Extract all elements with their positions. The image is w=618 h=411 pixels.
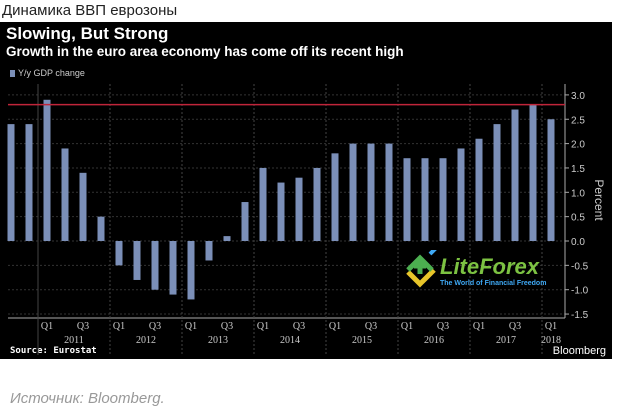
quarter-label: Q3: [509, 321, 521, 332]
chart-title: Slowing, But Strong: [6, 24, 169, 43]
bar-2014-Q3: [295, 177, 303, 241]
bar-2014-Q1: [259, 167, 267, 241]
quarter-label: Q1: [257, 321, 269, 332]
year-label: 2014: [280, 335, 300, 346]
bar-2010-Q3: [7, 124, 15, 241]
bar-2014-Q4: [313, 167, 321, 241]
bar-2015-Q3: [367, 143, 375, 241]
bar-2012-Q4: [169, 241, 177, 295]
logo-tagline: The World of Financial Freedom: [440, 279, 547, 287]
logo-text: LiteForex: [440, 253, 540, 279]
bar-2015-Q2: [349, 143, 357, 241]
quarter-label: Q3: [77, 321, 89, 332]
year-label: 2013: [208, 335, 228, 346]
bar-2015-Q4: [385, 143, 393, 241]
y-axis-label: Percent: [592, 179, 606, 221]
bar-2012-Q1: [115, 241, 123, 266]
year-label: 2017: [496, 335, 516, 346]
y-tick-label: 3.0: [571, 91, 585, 102]
bar-2016-Q4: [457, 148, 465, 241]
bar-2016-Q3: [439, 158, 447, 241]
y-tick-label: 1.5: [571, 164, 585, 175]
bar-2013-Q2: [205, 241, 213, 261]
chart-subtitle: Growth in the euro area economy has come…: [6, 44, 404, 59]
bar-2011-Q2: [61, 148, 69, 241]
bar-2017-Q3: [511, 109, 519, 241]
quarter-label: Q3: [437, 321, 449, 332]
bar-2012-Q2: [133, 241, 141, 280]
year-label: 2015: [352, 335, 372, 346]
quarter-label: Q1: [545, 321, 557, 332]
quarter-label: Q3: [221, 321, 233, 332]
year-label: 2018: [541, 335, 561, 346]
quarter-label: Q1: [473, 321, 485, 332]
bar-2010-Q4: [25, 124, 33, 241]
quarter-label: Q3: [293, 321, 305, 332]
bar-2014-Q2: [277, 182, 285, 241]
bar-2016-Q2: [421, 158, 429, 241]
bar-2013-Q4: [241, 202, 249, 241]
bar-2013-Q1: [187, 241, 195, 300]
y-tick-label: -1.5: [571, 310, 589, 321]
watermark-logo: LiteForex The World of Financial Freedom: [404, 250, 546, 290]
bar-2011-Q1: [43, 99, 51, 242]
caption: Источник: Bloomberg.: [10, 390, 165, 407]
bar-2015-Q1: [331, 153, 339, 241]
y-tick-label: -0.5: [571, 261, 589, 272]
bar-2016-Q1: [403, 158, 411, 241]
quarter-label: Q1: [41, 321, 53, 332]
legend-label: Y/y GDP change: [18, 68, 85, 78]
year-label: 2012: [136, 335, 156, 346]
bar-2017-Q4: [529, 104, 537, 241]
quarter-label: Q3: [149, 321, 161, 332]
chart-panel: Slowing, But Strong Growth in the euro a…: [0, 22, 612, 359]
bar-2011-Q4: [97, 216, 105, 241]
bar-2017-Q1: [475, 138, 483, 241]
quarter-label: Q1: [401, 321, 413, 332]
y-tick-label: 2.5: [571, 115, 585, 126]
bar-2011-Q3: [79, 172, 87, 241]
quarter-label: Q3: [365, 321, 377, 332]
legend-swatch: [10, 69, 15, 77]
year-label: 2016: [424, 335, 444, 346]
quarter-label: Q1: [113, 321, 125, 332]
bar-2012-Q3: [151, 241, 159, 290]
brand-label: Bloomberg: [552, 345, 606, 357]
bar-2013-Q3: [223, 236, 231, 241]
logo-icon: [406, 250, 437, 288]
year-label: 2011: [64, 335, 84, 346]
bar-2017-Q2: [493, 124, 501, 241]
quarter-label: Q1: [329, 321, 341, 332]
y-tick-label: 0.0: [571, 237, 585, 248]
y-tick-label: 2.0: [571, 140, 585, 151]
y-tick-label: 0.5: [571, 213, 585, 224]
legend: Y/y GDP change: [10, 68, 85, 78]
quarter-label: Q1: [185, 321, 197, 332]
source-note: Source: Eurostat: [10, 346, 97, 356]
y-tick-label: 1.0: [571, 188, 585, 199]
bar-2018-Q1: [547, 119, 555, 241]
header-title: Динамика ВВП еврозоны: [2, 2, 178, 19]
y-tick-label: -1.0: [571, 286, 589, 297]
